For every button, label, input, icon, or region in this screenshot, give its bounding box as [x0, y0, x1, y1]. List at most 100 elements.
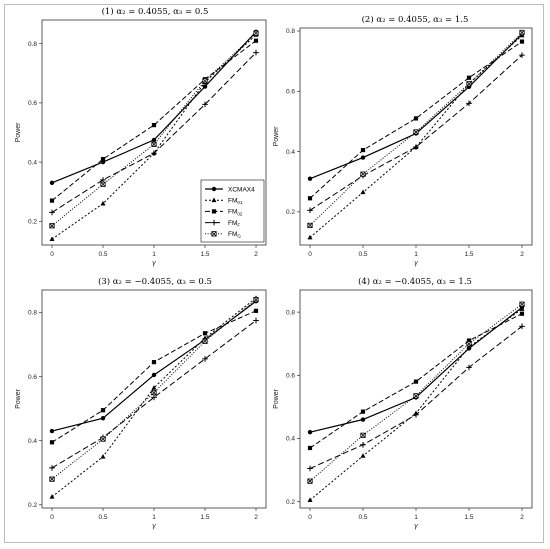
data-point-fm01	[519, 306, 525, 311]
x-tick-label: 1	[414, 514, 418, 521]
series-line-fmg	[309, 303, 523, 482]
data-point-xcmax4	[49, 180, 55, 186]
x-tick-label: 2	[254, 514, 258, 521]
x-axis-label: γ	[152, 523, 156, 530]
data-point-fmg	[49, 476, 55, 482]
y-tick-label: 0.8	[28, 41, 37, 48]
data-point-fm01	[100, 454, 106, 459]
y-axis-label: Power	[273, 126, 280, 147]
data-point-fmf	[519, 323, 525, 330]
data-point-fmg	[49, 223, 55, 229]
data-point-fm01	[466, 344, 472, 349]
data-point-xcmax4	[151, 372, 157, 378]
data-point-fmg	[253, 30, 259, 36]
y-tick-label: 0.2	[286, 499, 295, 506]
data-point-fmf	[466, 100, 472, 107]
panel-title: (1) α₂ = 0.4055, α₃ = 0.5	[102, 6, 209, 17]
x-tick-label: 1	[414, 251, 418, 258]
x-tick-label: 1	[152, 514, 156, 521]
data-point-fmf	[307, 207, 313, 214]
legend-label: FMF	[228, 220, 240, 228]
series-line-fmg	[309, 32, 523, 226]
y-axis-label: Power	[15, 388, 22, 409]
data-point-fm02	[202, 331, 208, 336]
data-point-fm02	[253, 308, 259, 313]
data-point-fm01	[307, 234, 313, 240]
data-point-fm01	[360, 189, 366, 195]
x-axis-label: γ	[152, 260, 156, 267]
y-tick-label: 0.4	[286, 149, 295, 156]
x-tick-label: 0.5	[358, 514, 367, 521]
legend-marker	[211, 219, 217, 226]
data-point-fmg	[519, 301, 525, 307]
data-point-xcmax4	[307, 429, 313, 435]
data-point-fm01	[49, 494, 55, 499]
data-point-fmf	[49, 465, 55, 471]
x-tick-label: 1.5	[464, 251, 473, 258]
legend-item-fm02: FM02	[205, 209, 243, 217]
y-tick-label: 0.2	[28, 219, 37, 226]
series-line-xcmax4	[51, 300, 257, 432]
data-point-xcmax4	[202, 84, 208, 89]
y-tick-label: 0.4	[286, 436, 295, 443]
legend-label: FM02	[228, 209, 243, 217]
data-point-fm02	[307, 196, 313, 201]
y-tick-label: 0.2	[28, 502, 37, 509]
series-line-fmf	[309, 54, 523, 211]
data-point-fmf	[49, 209, 55, 216]
legend-marker	[211, 209, 217, 214]
y-tick-label: 0.8	[286, 309, 295, 316]
data-point-xcmax4	[360, 417, 366, 422]
series-line-fmf	[51, 320, 257, 469]
data-point-fm01	[100, 200, 106, 206]
panel-4: (4) α₂ = −0.4055, α₃ = 1.5 0.2 0.4 0.6 0.8 0 0…	[273, 276, 533, 530]
legend-label: FM01	[228, 198, 243, 206]
x-tick-label: 0	[308, 514, 312, 521]
data-point-fm02	[413, 379, 419, 384]
data-point-fm01	[360, 453, 366, 458]
x-tick-label: 0	[308, 251, 312, 258]
data-point-fm02	[466, 338, 472, 343]
series-line-xcmax4	[51, 31, 257, 184]
data-point-fmg	[360, 432, 366, 438]
x-tick-label: 0.5	[98, 251, 107, 258]
panel-title: (3) α₂ = −0.4055, α₃ = 0.5	[98, 276, 212, 287]
panel-1: (1) α₂ = 0.4055, α₃ = 0.5 0.2 0.4 0.6 0.8 0 0.…	[15, 6, 267, 267]
data-point-fm02	[519, 311, 525, 316]
y-tick-label: 0.2	[286, 209, 295, 216]
x-tick-label: 0	[50, 514, 54, 521]
x-tick-label: 0	[50, 251, 54, 258]
data-point-xcmax4	[100, 416, 106, 421]
legend-item-fmf: FMF	[205, 219, 240, 228]
x-tick-label: 1.5	[200, 251, 209, 258]
data-point-fmf	[151, 150, 157, 157]
data-point-fm01	[307, 497, 313, 503]
data-point-fmf	[307, 465, 313, 472]
data-point-xcmax4	[360, 155, 366, 160]
data-point-fmg	[151, 389, 157, 396]
data-point-xcmax4	[151, 137, 157, 143]
legend: XCMAX4 FM01 FM02 FMF FMG	[200, 179, 265, 243]
data-point-fm02	[360, 147, 366, 153]
legend-label: FMG	[228, 231, 241, 239]
legend-marker	[211, 197, 217, 203]
data-point-fm02	[49, 440, 55, 445]
y-tick-label: 0.8	[28, 310, 37, 317]
data-point-fmg	[253, 297, 259, 303]
data-point-fm02	[100, 408, 106, 413]
data-point-fmg	[466, 81, 472, 87]
data-point-fmf	[466, 364, 472, 371]
x-tick-label: 0.5	[98, 514, 107, 521]
data-point-fmg	[307, 478, 313, 484]
data-point-fm02	[466, 75, 472, 80]
data-point-xcmax4	[307, 176, 313, 181]
x-tick-label: 0.5	[358, 251, 367, 258]
panel-title: (4) α₂ = −0.4055, α₃ = 1.5	[358, 276, 472, 287]
data-point-fmf	[253, 317, 259, 324]
data-point-fm01	[151, 385, 157, 390]
data-point-fm02	[253, 38, 259, 43]
plot-border	[299, 27, 533, 246]
y-tick-label: 0.6	[28, 374, 37, 381]
series-line-fm01	[309, 308, 523, 501]
